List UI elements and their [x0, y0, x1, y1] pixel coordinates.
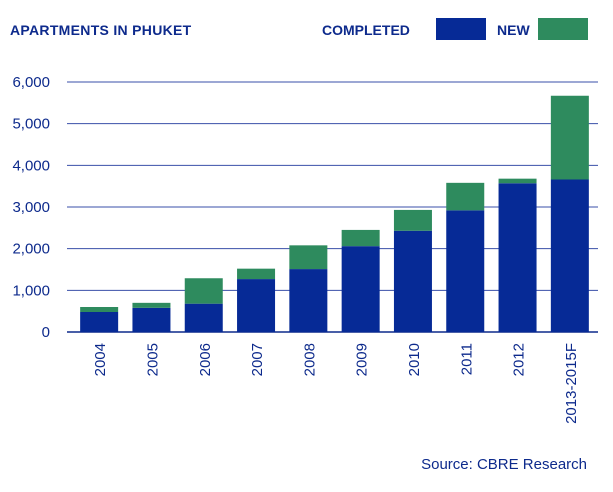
y-tick-label: 4,000 — [12, 157, 50, 174]
x-tick-label: 2012 — [511, 343, 528, 376]
bar-new — [80, 307, 119, 312]
bar-new — [341, 229, 380, 247]
x-tick-label: 2011 — [458, 343, 475, 375]
x-tick-label: 2006 — [197, 343, 214, 376]
bar-new — [498, 178, 537, 184]
source-note: Source: CBRE Research — [421, 456, 587, 473]
legend-new-label: NEW — [497, 22, 530, 38]
x-tick-label: 2013-2015F — [563, 343, 580, 424]
bar-completed — [80, 312, 119, 332]
bar-new — [393, 209, 432, 231]
x-tick-label: 2005 — [144, 343, 161, 376]
bar-completed — [498, 183, 537, 332]
y-tick-label: 5,000 — [12, 116, 50, 133]
legend-new-swatch — [538, 18, 588, 40]
x-tick-label: 2007 — [249, 343, 266, 376]
y-tick-label: 2,000 — [12, 241, 50, 258]
bar-completed — [132, 307, 171, 332]
legend-completed-swatch — [436, 18, 486, 40]
x-tick-label: 2008 — [301, 343, 318, 376]
x-tick-label: 2004 — [92, 343, 109, 376]
x-tick-label: 2009 — [354, 343, 371, 376]
bar-completed — [184, 303, 223, 332]
chart-title: APARTMENTS IN PHUKET — [10, 22, 192, 38]
bar-completed — [550, 179, 589, 332]
bar-completed — [446, 210, 485, 332]
bar-new — [446, 182, 485, 211]
y-tick-label: 1,000 — [12, 282, 50, 299]
legend-completed-label: COMPLETED — [322, 22, 410, 38]
y-tick-label: 3,000 — [12, 199, 50, 216]
bar-new — [184, 278, 223, 304]
bar-new — [550, 95, 589, 180]
bar-new — [289, 245, 328, 270]
bar-new — [132, 302, 171, 308]
bar-completed — [341, 246, 380, 332]
y-tick-label: 0 — [42, 324, 50, 341]
x-tick-label: 2010 — [406, 343, 423, 376]
y-tick-label: 6,000 — [12, 74, 50, 91]
bar-completed — [393, 230, 432, 332]
bar-completed — [237, 279, 276, 332]
bar-new — [237, 268, 276, 280]
bar-completed — [289, 269, 328, 332]
